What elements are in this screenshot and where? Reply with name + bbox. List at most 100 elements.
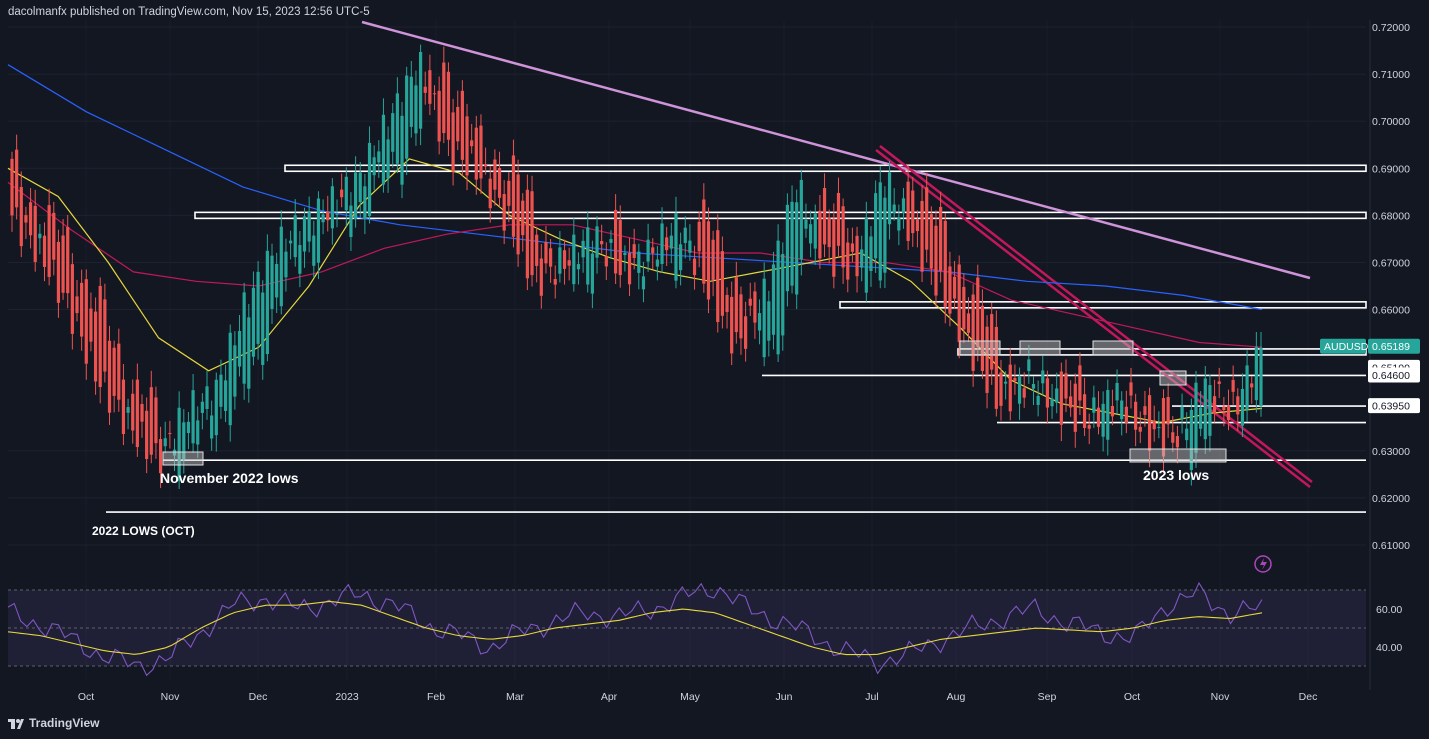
support-resistance-levels — [106, 164, 1367, 513]
candle-body — [614, 209, 618, 274]
time-tick-label: Feb — [427, 691, 445, 703]
candle-body — [864, 218, 868, 293]
channel-lower-line — [879, 145, 1313, 483]
candle-body — [943, 220, 947, 307]
time-tick-label: Oct — [78, 691, 94, 703]
candle-body — [15, 149, 19, 208]
candle-body — [521, 200, 525, 236]
time-tick-label: Nov — [1211, 691, 1230, 703]
candle-body — [205, 386, 209, 409]
candle-body — [1217, 381, 1221, 384]
candle-body — [237, 331, 242, 367]
candle-body — [298, 245, 302, 274]
candle-body — [855, 235, 859, 277]
candle-body — [42, 235, 47, 267]
candle-body — [56, 241, 61, 303]
candle-body — [497, 167, 502, 198]
candle-body — [1004, 381, 1008, 384]
candle-body — [1036, 395, 1040, 405]
candle-body — [952, 276, 957, 299]
candle-body — [957, 264, 961, 342]
candle-body — [539, 258, 543, 296]
candle-body — [1115, 382, 1119, 401]
candle-body — [340, 189, 344, 198]
candle-body — [93, 311, 98, 382]
candle-body — [1013, 378, 1017, 381]
candle-body — [1254, 346, 1258, 401]
candle-body — [697, 221, 701, 252]
candle-body — [590, 253, 594, 294]
candle-body — [363, 186, 367, 220]
candle-body — [335, 213, 339, 215]
candle-body — [878, 182, 882, 281]
candle-body — [228, 332, 232, 426]
candle-body — [293, 215, 297, 258]
candle-body — [1064, 373, 1068, 399]
alert-icon[interactable] — [1254, 555, 1272, 573]
candle-body — [316, 198, 321, 263]
candle-body — [1120, 400, 1124, 420]
candle-body — [581, 240, 585, 258]
candle-body — [1231, 379, 1235, 392]
candle-body — [999, 372, 1003, 406]
candle-body — [1240, 388, 1245, 426]
candle-body — [117, 343, 121, 400]
highlight-boxes — [162, 340, 1227, 466]
candle-body — [688, 240, 692, 253]
time-tick-label: 2023 — [335, 691, 359, 703]
rsi-ma-line — [7, 600, 1263, 656]
highlight-box — [162, 451, 204, 466]
candle-body — [683, 227, 687, 243]
candle-body — [344, 176, 348, 211]
candle-body — [985, 326, 989, 393]
candle-body — [1129, 382, 1133, 396]
candle-body — [1045, 378, 1050, 408]
candle-body — [214, 379, 218, 436]
candle-body — [1138, 426, 1142, 432]
candle-body — [567, 260, 571, 266]
candle-body — [177, 407, 181, 481]
candle-body — [163, 438, 167, 447]
candle-body — [929, 214, 933, 269]
candle-body — [275, 263, 279, 298]
candle-body — [28, 202, 33, 236]
candle-body — [934, 225, 938, 296]
time-axis[interactable]: Oct Nov Dec 2023 Feb Mar Apr May Jun Jul Aug Sep Oct… — [78, 691, 1318, 703]
candle-body — [1161, 398, 1166, 457]
candle-body — [1152, 420, 1156, 430]
level-band — [957, 348, 1367, 356]
candle-body — [1008, 364, 1012, 412]
candle-body — [145, 410, 149, 460]
candle-body — [488, 178, 492, 209]
candle-body — [121, 379, 126, 435]
chart-annotation: November 2022 lows — [160, 470, 299, 486]
time-tick-label: Sep — [1038, 691, 1057, 703]
sma100-line — [7, 181, 1263, 348]
candle-body — [799, 179, 803, 260]
candle-body — [595, 226, 599, 258]
candle-body — [1073, 383, 1077, 432]
candle-body — [962, 286, 966, 330]
candle-body — [10, 158, 14, 216]
candle-body — [1147, 395, 1152, 451]
candle-body — [321, 214, 325, 223]
candle-body — [279, 226, 283, 307]
candle-body — [395, 93, 399, 164]
tradingview-logo[interactable]: TradingView — [8, 716, 99, 730]
candle-body — [860, 249, 864, 268]
candle-body — [544, 242, 548, 264]
candle-body — [939, 206, 943, 271]
candle-body — [377, 151, 381, 163]
candle-body — [753, 291, 757, 323]
candle-body — [247, 317, 251, 389]
candle-body — [646, 239, 650, 262]
candle-body — [600, 240, 604, 245]
price-axis[interactable]: 0.72000 0.71000 0.70000 0.69000 0.68000 0.670… — [1320, 22, 1420, 654]
candle-body — [1143, 406, 1147, 415]
candle-body — [1087, 425, 1091, 429]
time-tick-label: Dec — [249, 691, 268, 703]
highlight-box — [1019, 340, 1061, 356]
candle-body — [126, 407, 130, 413]
